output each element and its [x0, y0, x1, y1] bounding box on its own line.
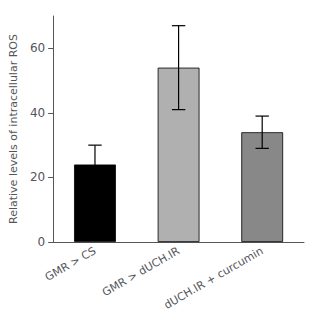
svg-text:GMR > CS: GMR > CS — [43, 244, 98, 283]
svg-text:GMR > dUCH.IR: GMR > dUCH.IR — [100, 244, 182, 299]
svg-text:20: 20 — [30, 170, 45, 184]
svg-text:0: 0 — [38, 235, 46, 249]
svg-text:Relative levels of intracellul: Relative levels of intracellular ROS — [7, 34, 20, 224]
svg-text:40: 40 — [30, 106, 45, 120]
svg-text:60: 60 — [30, 41, 45, 55]
svg-text:dUCH.IR + curcumin: dUCH.IR + curcumin — [162, 244, 266, 311]
